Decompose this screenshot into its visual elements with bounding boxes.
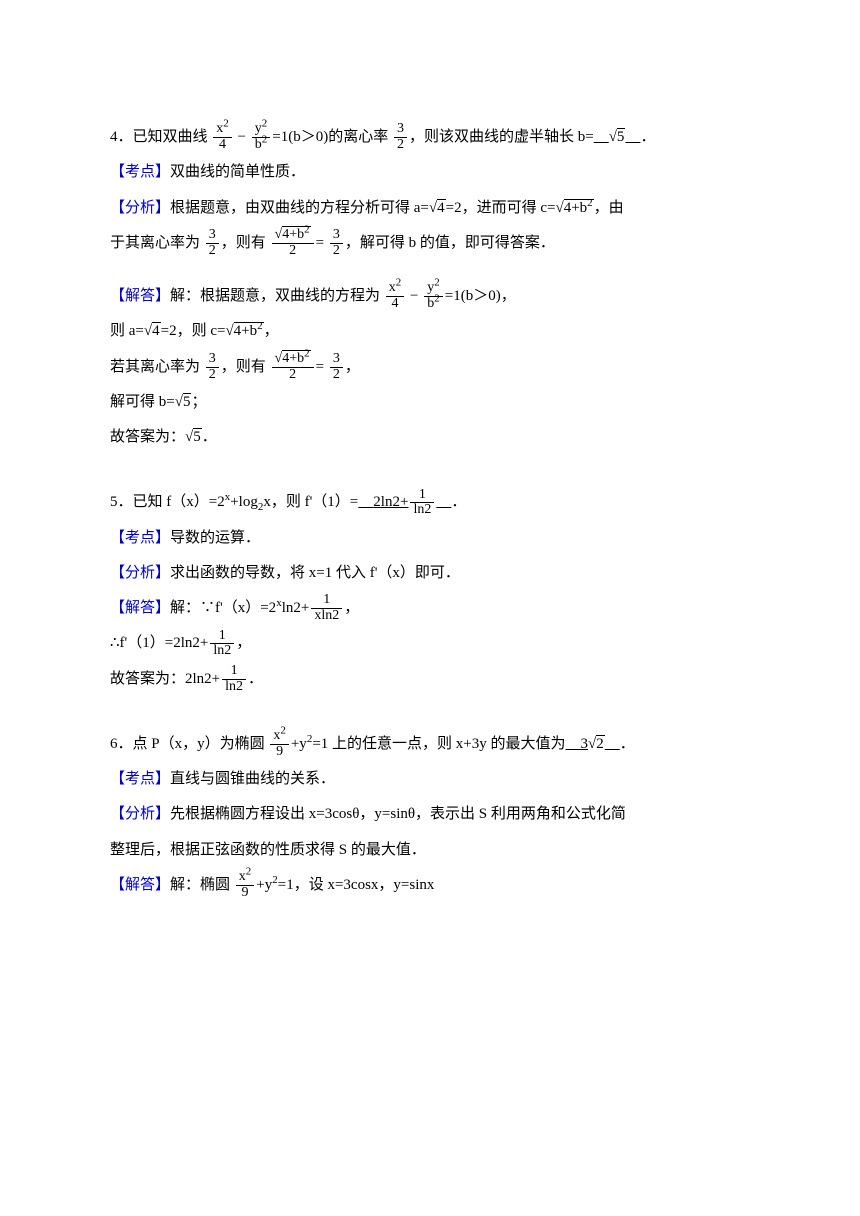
q4-jieda-5: 故答案为：5．: [110, 420, 760, 455]
q4-jieda-2: 则 a=4=2，则 c=4+b2，: [110, 314, 760, 349]
q6-fenxi-2: 整理后，根据正弦函数的性质求得 S 的最大值．: [110, 833, 760, 868]
document-page: 4．已知双曲线 x24 − y2b2=1(b＞0)的离心率 32，则该双曲线的虚…: [0, 0, 860, 963]
frac-sqrt-over-2: 4+b22: [272, 228, 314, 258]
q6-stem: 6．点 P（x，y）为椭圆 x29+y2=1 上的任意一点，则 x+3y 的最大…: [110, 727, 760, 762]
q4-number: 4: [110, 129, 118, 145]
q4-stem: 4．已知双曲线 x24 − y2b2=1(b＞0)的离心率 32，则该双曲线的虚…: [110, 120, 760, 155]
frac-3-2: 32: [394, 122, 407, 152]
q5-answer: 2ln2+1ln2: [358, 494, 451, 510]
sqrt4: 4: [429, 191, 446, 226]
q4-fenxi-1: 【分析】根据题意，由双曲线的方程分析可得 a=4=2，进而可得 c=4+b2，由: [110, 191, 760, 226]
q6-answer: 32: [565, 736, 619, 752]
q4-answer: 5: [594, 129, 641, 145]
q4-kaodian: 【考点】双曲线的简单性质．: [110, 155, 760, 190]
q6-number: 6: [110, 736, 118, 752]
q6-kaodian: 【考点】直线与圆锥曲线的关系．: [110, 762, 760, 797]
q6-jieda: 【解答】解：椭圆 x29+y2=1，设 x=3cosx，y=sinx: [110, 868, 760, 903]
q5-jieda-1: 【解答】解：∵f'（x）=2xln2+1xln2，: [110, 591, 760, 626]
q6-fenxi-1: 【分析】先根据椭圆方程设出 x=3cosθ，y=sinθ，表示出 S 利用两角和…: [110, 797, 760, 832]
q5-stem: 5．已知 f（x）=2x+log2x，则 f'（1）= 2ln2+1ln2 ．: [110, 485, 760, 520]
q4-fenxi-2: 于其离心率为 32，则有 4+b22= 32，解可得 b 的值，即可得答案．: [110, 226, 760, 261]
frac-x2-9: x29: [270, 729, 289, 759]
q5-number: 5: [110, 494, 118, 510]
q5-fenxi: 【分析】求出函数的导数，将 x=1 代入 f'（x）即可．: [110, 556, 760, 591]
q5-kaodian: 【考点】导数的运算．: [110, 521, 760, 556]
frac-x2-4: x24: [213, 122, 232, 152]
q4-jieda-4: 解可得 b=5；: [110, 385, 760, 420]
q4-jieda-1: 【解答】解：根据题意，双曲线的方程为 x24 − y2b2=1(b＞0)，: [110, 279, 760, 314]
q4-jieda-3: 若其离心率为 32，则有 4+b22= 32，: [110, 350, 760, 385]
q5-jieda-3: 故答案为：2ln2+1ln2．: [110, 662, 760, 697]
q5-jieda-2: ∴f'（1）=2ln2+1ln2，: [110, 626, 760, 661]
jieda-label: 【解答】: [110, 288, 170, 304]
sqrt-4b2: 4+b2: [555, 191, 593, 226]
fenxi-label: 【分析】: [110, 200, 170, 216]
kaodian-label: 【考点】: [110, 164, 170, 180]
frac-y2-b2: y2b2: [252, 122, 271, 152]
